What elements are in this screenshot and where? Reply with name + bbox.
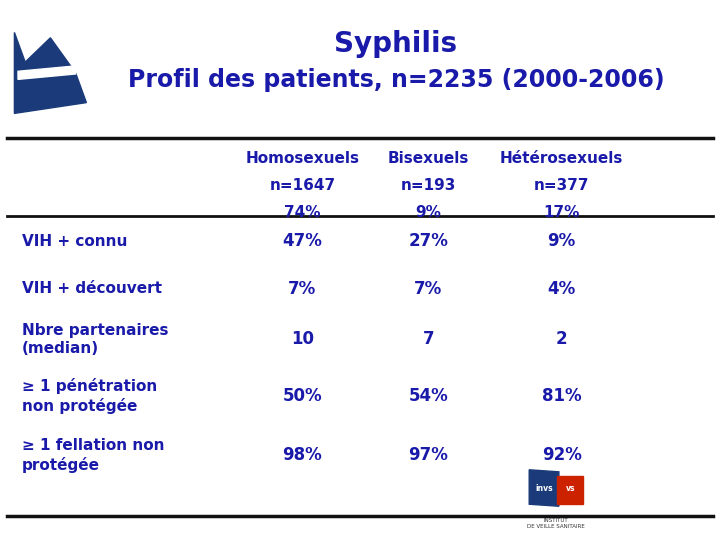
Text: 81%: 81% xyxy=(541,387,582,405)
Text: INSTITUT
DE VEILLE SANITAIRE: INSTITUT DE VEILLE SANITAIRE xyxy=(527,518,585,529)
Text: 7: 7 xyxy=(423,330,434,348)
Text: 54%: 54% xyxy=(408,387,449,405)
Text: 74%: 74% xyxy=(284,205,320,220)
Text: 9%: 9% xyxy=(547,232,576,250)
Text: VIH + connu: VIH + connu xyxy=(22,234,127,248)
Bar xyxy=(557,476,583,504)
Text: Profil des patients, n=2235 (2000-2006): Profil des patients, n=2235 (2000-2006) xyxy=(127,68,665,91)
Polygon shape xyxy=(18,66,76,79)
Text: Nbre partenaires
(median): Nbre partenaires (median) xyxy=(22,322,168,356)
Text: 50%: 50% xyxy=(282,387,323,405)
Text: 10: 10 xyxy=(291,330,314,348)
Polygon shape xyxy=(529,470,559,507)
Text: Hétérosexuels: Hétérosexuels xyxy=(500,151,624,166)
Text: 7%: 7% xyxy=(288,280,317,298)
Text: Bisexuels: Bisexuels xyxy=(387,151,469,166)
Text: n=1647: n=1647 xyxy=(269,178,336,193)
Text: 9%: 9% xyxy=(415,205,441,220)
Text: 7%: 7% xyxy=(414,280,443,298)
Text: 2: 2 xyxy=(556,330,567,348)
Text: 27%: 27% xyxy=(408,232,449,250)
Text: Syphilis: Syphilis xyxy=(334,30,458,58)
Text: ≥ 1 pénétration
non protégée: ≥ 1 pénétration non protégée xyxy=(22,378,157,414)
Text: ≥ 1 fellation non
protégée: ≥ 1 fellation non protégée xyxy=(22,438,164,473)
Text: 97%: 97% xyxy=(408,447,449,464)
Text: 4%: 4% xyxy=(547,280,576,298)
Text: vs: vs xyxy=(565,483,575,492)
Text: n=377: n=377 xyxy=(534,178,590,193)
Text: 47%: 47% xyxy=(282,232,323,250)
Text: n=193: n=193 xyxy=(401,178,456,193)
Text: invs: invs xyxy=(535,483,552,492)
Text: VIH + découvert: VIH + découvert xyxy=(22,281,161,296)
Text: 98%: 98% xyxy=(282,447,323,464)
Text: 92%: 92% xyxy=(541,447,582,464)
Text: 17%: 17% xyxy=(544,205,580,220)
Polygon shape xyxy=(14,32,86,113)
Text: Homosexuels: Homosexuels xyxy=(246,151,359,166)
